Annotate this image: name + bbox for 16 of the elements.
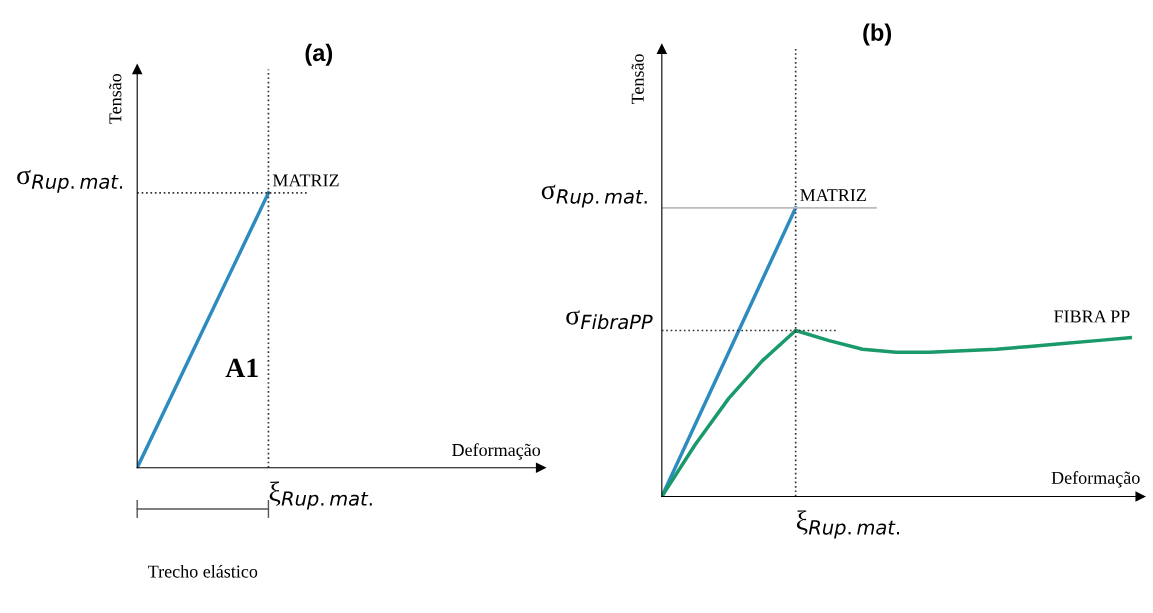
ref-line-label: σ$_{FibraPP}$ [566,310,653,330]
series-label: MATRIZ [800,189,866,202]
series-label: MATRIZ [272,174,339,187]
chart-title: (a) [305,43,333,66]
text: Trecho elástico [148,564,258,578]
ref-line-label: σ$_{Rup.mat.}$ [17,169,123,193]
y-axis-title: Tensão [109,73,122,124]
text: ξ$_{Rup.mat.}$ [269,481,372,510]
text: ξ$_{Rup.mat.}$ [796,510,900,539]
y-axis-title: Tensão [631,54,644,105]
ref-line-label: σ$_{Rup.mat.}$ [541,184,647,208]
chart-title: (b) [863,23,892,46]
series-label: FIBRA PP [1054,310,1130,323]
x-axis-title: Deformação [452,443,541,460]
annotation: A1 [225,358,258,378]
x-axis-title: Deformação [1051,471,1140,488]
